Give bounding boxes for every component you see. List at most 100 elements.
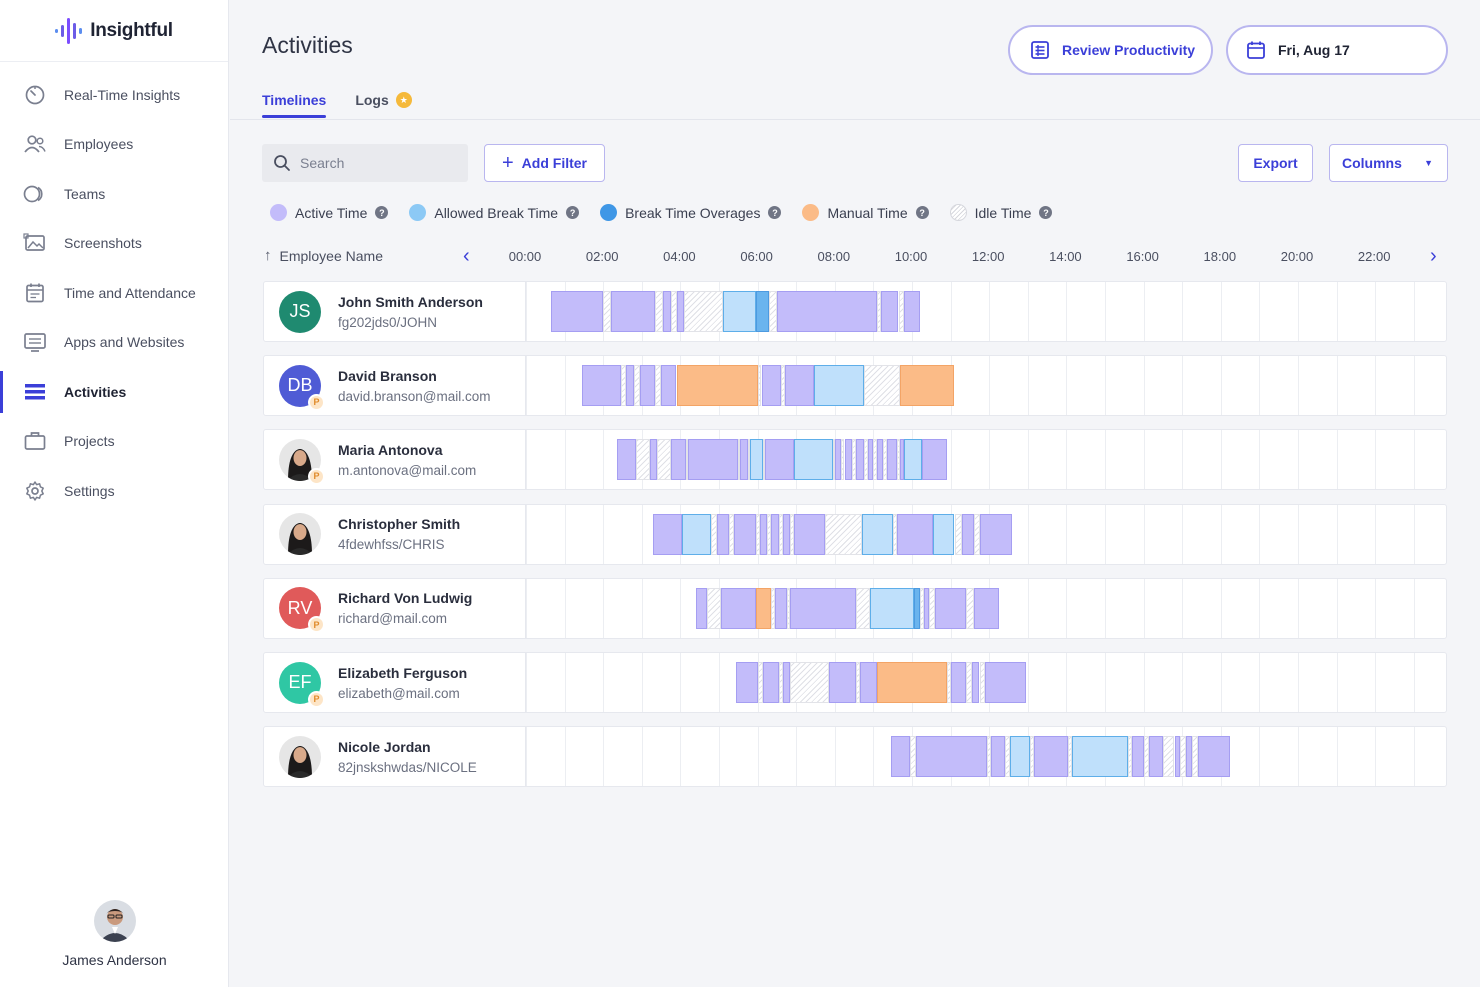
timeline-segment-idle[interactable] <box>778 662 783 703</box>
timeline-segment-idle[interactable] <box>863 365 901 407</box>
timeline-segment-active[interactable] <box>962 513 974 555</box>
timeline-segment-idle[interactable] <box>769 291 777 332</box>
timeline-segment-idle[interactable] <box>655 365 662 407</box>
timeline-segment-active[interactable] <box>551 291 604 332</box>
timeline-segment-idle[interactable] <box>728 513 735 555</box>
timeline-segment-allowed[interactable] <box>1010 736 1030 778</box>
current-user[interactable]: James Anderson <box>0 900 229 968</box>
timeline-segment-active[interactable] <box>859 662 878 703</box>
timeline-segment-idle[interactable] <box>910 736 916 778</box>
timeline-segment-allowed[interactable] <box>933 513 955 555</box>
timeline-segment-idle[interactable] <box>636 439 650 481</box>
timeline-segment-idle[interactable] <box>790 513 795 555</box>
timeline-segment-active[interactable] <box>794 513 826 555</box>
timeline-segment-active[interactable] <box>973 587 999 629</box>
timeline-segment-idle[interactable] <box>954 513 963 555</box>
timeline-segment-idle[interactable] <box>863 439 868 481</box>
timeline-segment-idle[interactable] <box>966 587 974 629</box>
timeline-segment-active[interactable] <box>790 587 856 629</box>
timeline-segment-active[interactable] <box>1149 736 1163 778</box>
timeline-segment-idle[interactable] <box>780 365 785 407</box>
timeline-segment-idle[interactable] <box>1128 736 1133 778</box>
table-row[interactable]: DB P David Branson david.branson@mail.com <box>263 355 1447 417</box>
timeline-segment-idle[interactable] <box>929 587 936 629</box>
timeline-segment-active[interactable] <box>653 513 683 555</box>
timeline-segment-allowed[interactable] <box>1072 736 1129 778</box>
table-row[interactable]: JS John Smith Anderson fg202jds0/JOHN <box>263 281 1447 342</box>
timeline-segment-active[interactable] <box>784 365 814 407</box>
timeline-segment-active[interactable] <box>661 365 677 407</box>
timeline-segment-idle[interactable] <box>856 587 870 629</box>
timeline-segment-active[interactable] <box>610 291 656 332</box>
timeline-segment-active[interactable] <box>776 291 878 332</box>
timeline-segment-active[interactable] <box>688 439 739 481</box>
timeline-segment-active[interactable] <box>1033 736 1069 778</box>
employee-avatar[interactable]: P <box>279 438 325 485</box>
employee-cell[interactable]: Christopher Smith 4fdewhfss/CHRIS <box>264 504 526 564</box>
timeline-segment-idle[interactable] <box>707 587 721 629</box>
timeline-segment-idle[interactable] <box>603 291 611 332</box>
sidebar-item-real-time-insights[interactable]: Real-Time Insights <box>0 70 228 120</box>
timeline-segment-manual[interactable] <box>755 587 772 629</box>
timeline-segment-active[interactable] <box>763 662 779 703</box>
timeline-segment-idle[interactable] <box>892 513 897 555</box>
employee-cell[interactable]: DB P David Branson david.branson@mail.com <box>264 356 526 416</box>
search-input[interactable] <box>300 155 450 171</box>
timeline-segment-allowed[interactable] <box>682 513 712 555</box>
timeline-segment-idle[interactable] <box>771 587 775 629</box>
timeline-segment-idle[interactable] <box>748 439 750 481</box>
timeline-segment-idle[interactable] <box>966 662 972 703</box>
timeline-segment-active[interactable] <box>1197 736 1231 778</box>
timeline-segment-allowed[interactable] <box>861 513 893 555</box>
timeline-segment-idle[interactable] <box>987 736 992 778</box>
timeline-segment-active[interactable] <box>765 439 795 481</box>
help-icon[interactable]: ? <box>566 206 580 219</box>
timeline-segment-idle[interactable] <box>786 587 791 629</box>
timeline-segment-active[interactable] <box>626 365 635 407</box>
add-filter-button[interactable]: + Add Filter <box>484 144 605 182</box>
timeline-segment-active[interactable] <box>844 439 853 481</box>
timeline-segment-idle[interactable] <box>877 291 882 332</box>
timeline-segment-active[interactable] <box>720 587 756 629</box>
sidebar-item-settings[interactable]: Settings <box>0 466 228 516</box>
logo[interactable]: Insightful <box>0 0 228 62</box>
timeline-segment-active[interactable] <box>639 365 656 407</box>
timeline-segment-active[interactable] <box>834 439 841 481</box>
timeline-segment-overage[interactable] <box>755 291 770 332</box>
timeline-segment-active[interactable] <box>775 587 787 629</box>
timeline-segment-active[interactable] <box>971 662 980 703</box>
timeline-segment-idle[interactable] <box>1191 736 1198 778</box>
timeline-segment-active[interactable] <box>921 439 947 481</box>
timeline-segment-idle[interactable] <box>1143 736 1150 778</box>
chevron-right-icon[interactable]: › <box>1430 245 1437 267</box>
table-row[interactable]: RV P Richard Von Ludwig richard@mail.com <box>263 577 1447 639</box>
timeline-segment-active[interactable] <box>904 291 920 332</box>
timeline-segment-idle[interactable] <box>684 291 723 332</box>
timeline-segment-idle[interactable] <box>778 513 783 555</box>
timeline-segment-allowed[interactable] <box>722 291 756 332</box>
timeline-segment-active[interactable] <box>670 439 687 481</box>
timeline-segment-idle[interactable] <box>1068 736 1073 778</box>
timeline-segment-active[interactable] <box>717 513 729 555</box>
timeline-segment-active[interactable] <box>915 736 988 778</box>
timeline-segment-overage[interactable] <box>913 587 920 629</box>
timeline-segment-idle[interactable] <box>873 439 878 481</box>
employee-avatar[interactable]: DB P <box>279 364 325 411</box>
timeline-segment-idle[interactable] <box>763 439 766 481</box>
timeline-segment-active[interactable] <box>616 439 636 481</box>
timeline-segment-idle[interactable] <box>973 513 980 555</box>
employee-cell[interactable]: P Maria Antonova m.antonova@mail.com <box>264 430 526 490</box>
timeline-segment-active[interactable] <box>890 736 911 778</box>
timeline-segment-manual[interactable] <box>877 662 947 703</box>
timeline-segment-idle[interactable] <box>852 439 857 481</box>
columns-dropdown[interactable]: Columns ▼ <box>1329 144 1448 182</box>
tab-timelines[interactable]: Timelines <box>262 92 327 118</box>
timeline-segment-active[interactable] <box>900 439 905 481</box>
sidebar-item-projects[interactable]: Projects <box>0 417 228 467</box>
employee-avatar[interactable] <box>279 735 321 778</box>
timeline-segment-idle[interactable] <box>738 439 741 481</box>
timeline-segment-active[interactable] <box>582 365 621 407</box>
employee-cell[interactable]: Nicole Jordan 82jnskshwdas/NICOLE <box>264 727 526 787</box>
timeline-segment-active[interactable] <box>991 736 1005 778</box>
timeline-segment-allowed[interactable] <box>904 439 922 481</box>
